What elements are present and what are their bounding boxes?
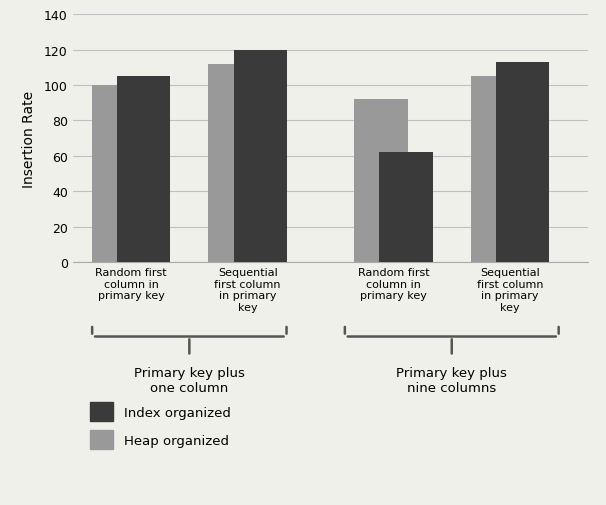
Legend: Index organized, Heap organized: Index organized, Heap organized [90,402,231,449]
Bar [496,63,550,263]
Text: Primary key plus
nine columns: Primary key plus nine columns [396,367,507,394]
Text: Primary key plus
one column: Primary key plus one column [134,367,245,394]
Bar [208,65,262,263]
Bar [233,50,287,263]
Bar [354,100,407,263]
Bar [471,77,524,263]
Bar [117,77,170,263]
Bar [379,153,433,263]
Y-axis label: Insertion Rate: Insertion Rate [22,90,36,187]
Bar [92,86,145,263]
